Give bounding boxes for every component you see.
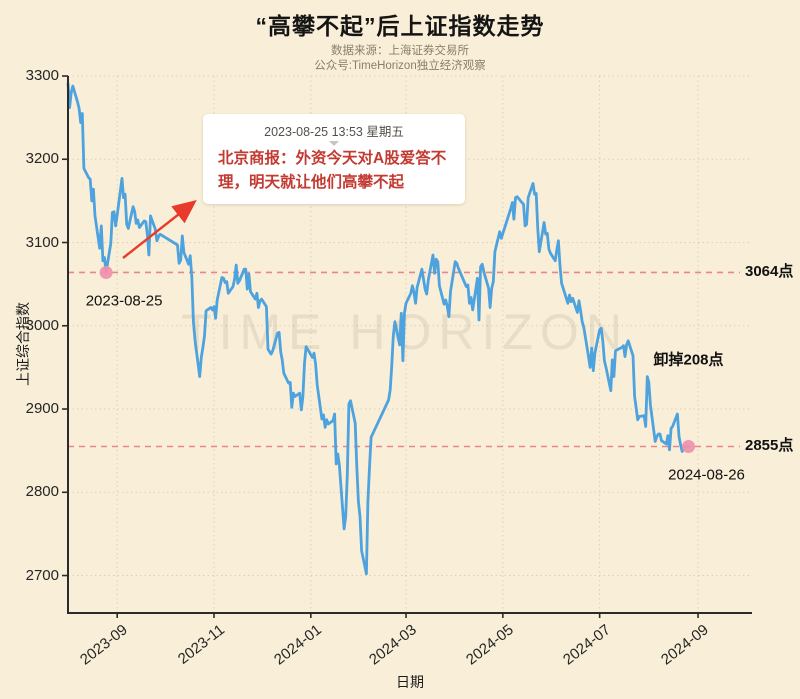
account-line: 公众号:TimeHorizon独立经济观察 — [314, 60, 486, 72]
y-tick-label: 2700 — [25, 566, 59, 584]
quote-body: 北京商报：外资今天对A股爱答不理，明天就让他们高攀不起 — [218, 150, 447, 192]
reference-line-label: 3064点 — [745, 263, 794, 281]
y-tick-label: 3200 — [25, 150, 59, 168]
y-tick-label: 2900 — [25, 400, 59, 418]
caret-down-icon — [329, 141, 339, 146]
y-axis-title: 上证综合指数 — [15, 302, 31, 386]
x-axis-title: 日期 — [396, 674, 424, 690]
marker-dot — [99, 265, 113, 279]
y-tick-label: 3300 — [25, 67, 59, 84]
index-line — [66, 82, 690, 576]
page-title: “高攀不起”后上证指数走势 — [255, 13, 545, 39]
marker-date-label: 2024-08-26 — [668, 466, 745, 484]
news-quote-card: 2023-08-25 13:53 星期五 北京商报：外资今天对A股爱答不理，明天… — [203, 114, 465, 205]
quote-timestamp: 2023-08-25 13:53 星期五 — [264, 125, 404, 139]
reference-line-label: 2855点 — [745, 437, 794, 455]
y-tick-label: 3000 — [25, 316, 59, 334]
marker-dot — [682, 439, 696, 453]
annotation-arrow — [122, 200, 197, 259]
drop-points-annotation: 卸掉208点 — [653, 351, 724, 369]
y-tick-label: 3100 — [25, 233, 59, 251]
marker-date-label: 2023-08-25 — [85, 292, 163, 310]
data-source-line: 数据来源：上海证券交易所 — [331, 45, 469, 57]
y-tick-label: 2800 — [25, 483, 59, 501]
